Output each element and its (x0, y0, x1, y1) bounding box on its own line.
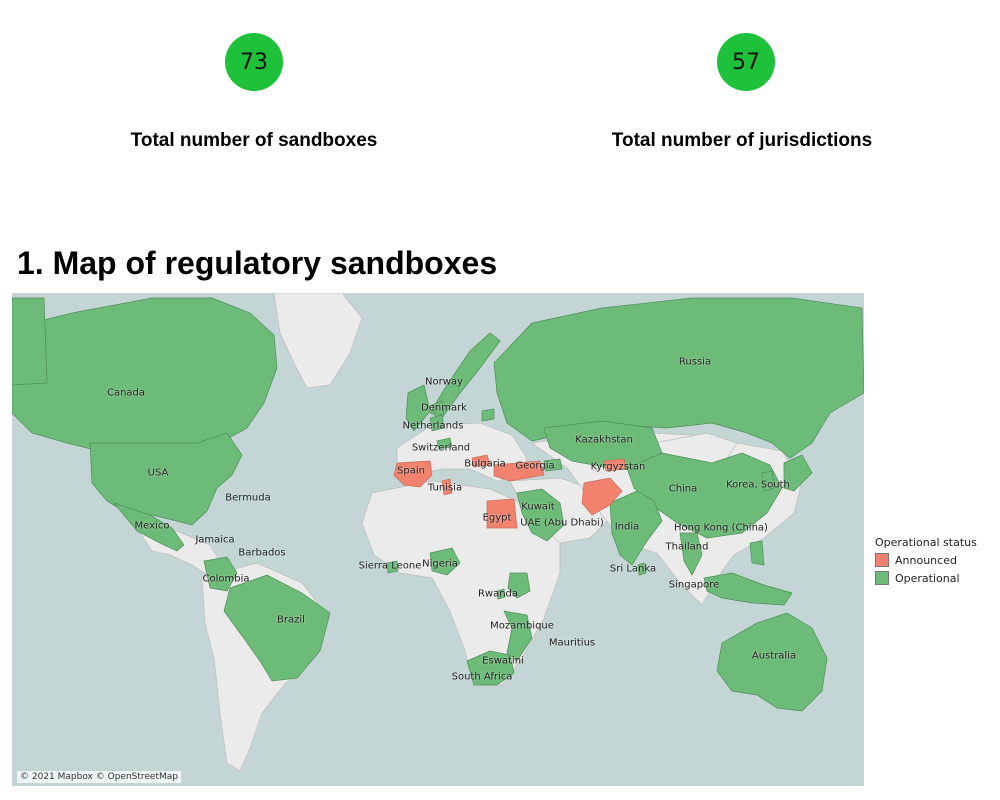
thailand-shape (679, 532, 703, 576)
country-label-mauritius: Mauritius (548, 637, 596, 649)
country-label-colombia: Colombia (202, 573, 250, 585)
country-label-uae: UAE (Abu Dhabi) (520, 517, 604, 529)
lithuania-shape (481, 408, 495, 422)
india-shape (609, 490, 663, 566)
indonesia-shape (703, 572, 793, 606)
egypt-shape (486, 498, 518, 529)
country-label-china: China (668, 483, 698, 495)
country-label-australia: Australia (751, 650, 797, 662)
country-label-eswatini: Eswatini (482, 655, 524, 667)
section-title: 1. Map of regulatory sandboxes (17, 245, 498, 281)
kpi-sandboxes-value: 73 (240, 49, 268, 75)
country-label-bulgaria: Bulgaria (464, 458, 506, 470)
announced-layer (393, 454, 627, 529)
legend-swatch-announced (875, 553, 889, 567)
map-attribution[interactable]: © 2021 Mapbox © OpenStreetMap (17, 771, 181, 783)
country-label-spain: Spain (397, 465, 425, 477)
country-label-brazil: Brazil (277, 614, 305, 626)
pakistan-shape (581, 477, 623, 516)
uk-shape (405, 384, 431, 432)
mexico-shape (112, 502, 185, 552)
country-label-georgia: Georgia (515, 460, 555, 472)
legend-label-operational: Operational (895, 571, 960, 585)
sri-lanka-shape (637, 562, 647, 576)
usa-shape (89, 432, 243, 526)
legend-item-operational[interactable]: Operational (875, 571, 1000, 585)
country-label-sierra-leone: Sierra Leone (358, 560, 422, 572)
kenya-shape (507, 572, 531, 599)
country-label-denmark: Denmark (421, 402, 467, 414)
country-label-korea-south: Korea, South (726, 479, 790, 491)
nigeria-shape (429, 547, 461, 576)
mozambique-shape (503, 610, 533, 662)
country-label-singapore: Singapore (668, 579, 720, 591)
japan-shape (783, 454, 813, 492)
country-label-usa: USA (147, 467, 169, 479)
country-label-tunisia: Tunisia (427, 482, 463, 494)
kpi-jurisdictions-circle: 57 (717, 33, 775, 91)
korea-shape (761, 470, 775, 492)
country-label-jamaica: Jamaica (195, 534, 235, 546)
australia-shape (716, 612, 828, 712)
greenland-shape (273, 293, 363, 389)
country-label-russia: Russia (678, 356, 712, 368)
legend-title: Operational status (875, 536, 977, 549)
kpi-jurisdictions-value: 57 (732, 49, 760, 75)
country-label-sri-lanka: Sri Lanka (609, 563, 657, 575)
country-label-canada: Canada (106, 387, 146, 399)
country-label-india: India (614, 521, 640, 533)
sandbox-map[interactable]: Canada USA Bermuda Mexico Jamaica Barbad… (12, 293, 864, 786)
operational-layer (12, 297, 864, 712)
kpi-jurisdictions-label: Total number of jurisdictions (611, 130, 873, 151)
legend: Operational status Announced Operational (875, 536, 1000, 585)
kpi-total-jurisdictions: 57 Total number of jurisdictions (492, 0, 992, 170)
map-canvas (12, 293, 864, 772)
spain-shape (393, 460, 433, 488)
country-label-netherlands: Netherlands (402, 420, 464, 432)
country-label-bermuda: Bermuda (225, 492, 271, 504)
country-label-kyrgyzstan: Kyrgyzstan (590, 461, 646, 473)
country-label-thailand: Thailand (665, 541, 709, 553)
kpi-sandboxes-circle: 73 (225, 33, 283, 91)
gulf-shape (516, 488, 565, 542)
tunisia-shape (441, 478, 453, 496)
brazil-shape (223, 574, 331, 682)
colombia-shape (203, 556, 238, 592)
country-label-rwanda: Rwanda (477, 588, 519, 600)
canada-shape (12, 297, 278, 454)
philippines-shape (749, 540, 765, 566)
kpi-total-sandboxes: 73 Total number of sandboxes (0, 0, 500, 170)
denmark-shape (431, 400, 445, 418)
alaska-shape (12, 297, 48, 386)
sierra-leone-shape (386, 560, 399, 574)
country-label-south-africa: South Africa (451, 671, 513, 683)
legend-label-announced: Announced (895, 553, 957, 567)
turkey-shape (493, 460, 545, 482)
kyrgyzstan-shape (603, 458, 627, 472)
russia-shape (493, 297, 864, 459)
country-label-mexico: Mexico (134, 520, 170, 532)
country-label-egypt: Egypt (482, 512, 512, 524)
country-label-switzerland: Switzerland (411, 442, 471, 454)
country-label-kazakhstan: Kazakhstan (575, 434, 633, 446)
switzerland-shape (436, 437, 453, 450)
country-label-nigeria: Nigeria (422, 558, 458, 570)
country-label-kuwait: Kuwait (521, 501, 555, 513)
bulgaria-shape (471, 454, 491, 468)
norway-shape (429, 332, 501, 419)
country-label-norway: Norway (425, 376, 463, 388)
rwanda-shape (496, 588, 506, 600)
netherlands-shape (429, 414, 445, 432)
legend-item-announced[interactable]: Announced (875, 553, 1000, 567)
country-label-hong-kong: Hong Kong (China) (674, 522, 768, 534)
georgia-shape (543, 458, 563, 472)
south-africa-shape (466, 650, 515, 686)
legend-swatch-operational (875, 571, 889, 585)
country-label-barbados: Barbados (238, 547, 286, 559)
country-label-mozambique: Mozambique (490, 620, 554, 632)
kpi-sandboxes-label: Total number of sandboxes (130, 130, 378, 151)
